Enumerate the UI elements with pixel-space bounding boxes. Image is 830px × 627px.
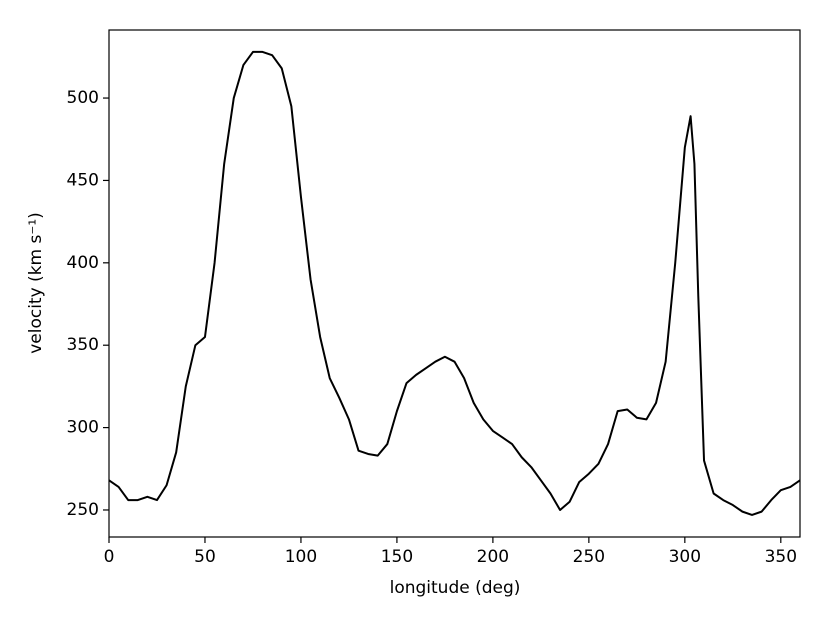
y-axis-label: velocity (km s⁻¹)	[26, 212, 46, 354]
y-tick-label: 500	[67, 88, 99, 108]
x-axis-label: longitude (deg)	[390, 578, 521, 598]
y-tick-label: 250	[67, 500, 99, 520]
x-tick-label: 100	[285, 547, 317, 567]
x-tick-label: 200	[477, 547, 509, 567]
data-line	[108, 50, 801, 516]
y-tick-label: 350	[67, 335, 99, 355]
x-tick-label: 50	[194, 547, 216, 567]
x-tick-label: 300	[669, 547, 701, 567]
y-tick-label: 450	[67, 170, 99, 190]
plot-frame	[108, 29, 801, 538]
y-tick-label: 300	[67, 418, 99, 438]
y-tick-label: 400	[67, 253, 99, 273]
x-tick-label: 250	[573, 547, 605, 567]
x-tick-label: 0	[104, 547, 115, 567]
x-tick-label: 150	[381, 547, 413, 567]
x-tick-label: 350	[765, 547, 797, 567]
